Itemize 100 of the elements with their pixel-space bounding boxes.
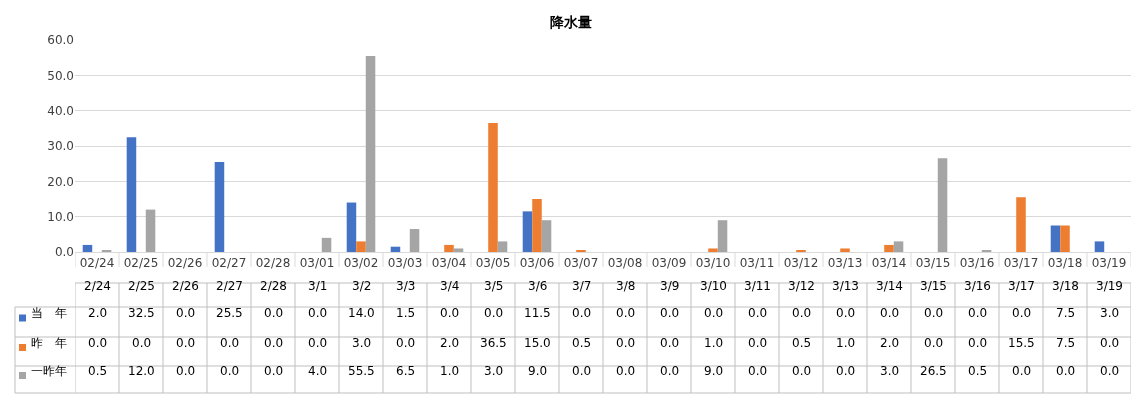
bar bbox=[453, 248, 464, 252]
text: 3/17 bbox=[1008, 279, 1035, 293]
bar bbox=[884, 244, 894, 252]
x-tick-label: 03/12 bbox=[783, 256, 819, 271]
bar bbox=[893, 241, 904, 252]
data-label: 0.0 bbox=[836, 306, 856, 320]
data-label: 0.0 bbox=[572, 306, 592, 320]
legend-label: 昨 年 bbox=[31, 336, 67, 350]
data-label: 0.5 bbox=[792, 336, 812, 350]
text: 2/26 bbox=[172, 279, 199, 293]
bar bbox=[1060, 225, 1070, 252]
bar bbox=[708, 248, 718, 252]
data-label: 0.0 bbox=[308, 336, 328, 350]
data-label: 0.5 bbox=[88, 364, 108, 378]
data-label: 1.0 bbox=[440, 364, 460, 378]
x-tick-label: 03/06 bbox=[519, 256, 555, 271]
data-label: 0.0 bbox=[748, 364, 768, 378]
data-label: 12.0 bbox=[128, 364, 155, 378]
bar bbox=[522, 211, 533, 252]
y-tick-label: 0.0 bbox=[54, 245, 74, 260]
data-label: 0.0 bbox=[132, 336, 152, 350]
data-label: 0.0 bbox=[1100, 364, 1120, 378]
data-label: 0.0 bbox=[572, 364, 592, 378]
y-tick-label: 10.0 bbox=[47, 209, 74, 224]
data-label: 0.0 bbox=[792, 306, 812, 320]
data-label: 32.5 bbox=[128, 306, 155, 320]
x-tick-label: 03/09 bbox=[651, 256, 687, 271]
data-label: 0.0 bbox=[616, 306, 636, 320]
x-tick-label: 03/14 bbox=[871, 256, 907, 271]
data-label: 4.0 bbox=[308, 364, 328, 378]
x-tick-label: 03/11 bbox=[739, 256, 775, 271]
text: 3/13 bbox=[832, 279, 859, 293]
data-label: 1.5 bbox=[396, 306, 416, 320]
legend-label: 当 年 bbox=[31, 306, 67, 320]
data-label: 0.0 bbox=[704, 306, 724, 320]
y-tick-label: 60.0 bbox=[47, 33, 74, 48]
bar bbox=[214, 161, 225, 252]
x-tick-label: 03/16 bbox=[959, 256, 995, 271]
y-tick-label: 50.0 bbox=[47, 68, 74, 83]
data-label: 14.0 bbox=[348, 306, 375, 320]
data-label: 7.5 bbox=[1056, 306, 1076, 320]
bar bbox=[145, 209, 156, 252]
data-label: 0.0 bbox=[264, 364, 284, 378]
x-tick-label: 03/10 bbox=[695, 256, 731, 271]
bar bbox=[126, 137, 137, 252]
data-label: 0.0 bbox=[88, 336, 108, 350]
x-tick-label: 02/25 bbox=[123, 256, 159, 271]
data-label: 1.0 bbox=[836, 336, 856, 350]
x-tick-label: 02/26 bbox=[167, 256, 203, 271]
data-label: 6.5 bbox=[396, 364, 416, 378]
x-tick-label: 02/27 bbox=[211, 256, 247, 271]
data-label: 0.0 bbox=[484, 306, 504, 320]
data-label: 0.0 bbox=[616, 336, 636, 350]
data-label: 0.0 bbox=[176, 336, 196, 350]
data-label: 0.0 bbox=[1012, 306, 1032, 320]
data-label: 1.0 bbox=[704, 336, 724, 350]
bar bbox=[937, 158, 948, 252]
data-label: 0.0 bbox=[264, 306, 284, 320]
text: 3/11 bbox=[744, 279, 771, 293]
x-tick-label: 03/07 bbox=[563, 256, 599, 271]
x-tick-label: 03/04 bbox=[431, 256, 467, 271]
data-label: 0.0 bbox=[616, 364, 636, 378]
bar bbox=[717, 220, 728, 252]
data-label: 0.0 bbox=[924, 336, 944, 350]
text: 3/2 bbox=[352, 279, 372, 293]
data-label: 0.0 bbox=[1100, 336, 1120, 350]
bar bbox=[346, 202, 357, 252]
data-label: 0.0 bbox=[440, 306, 460, 320]
text: 3/8 bbox=[616, 279, 636, 293]
data-label: 9.0 bbox=[704, 364, 724, 378]
legend-label: 一昨年 bbox=[31, 364, 67, 378]
text: 3/4 bbox=[440, 279, 460, 293]
chart-title: 降水量 bbox=[549, 13, 592, 30]
text: 3/10 bbox=[700, 279, 727, 293]
text: 3/16 bbox=[964, 279, 991, 293]
bar bbox=[82, 244, 93, 252]
text: 3/6 bbox=[528, 279, 548, 293]
data-label: 0.0 bbox=[748, 336, 768, 350]
x-tick-label: 03/08 bbox=[607, 256, 643, 271]
x-tick-label: 02/24 bbox=[79, 256, 115, 271]
text: 2/25 bbox=[128, 279, 155, 293]
data-label: 3.0 bbox=[352, 336, 372, 350]
bar bbox=[1094, 241, 1105, 252]
x-tick-label: 03/05 bbox=[475, 256, 511, 271]
x-tick-label: 03/02 bbox=[343, 256, 379, 271]
x-tick-label: 03/01 bbox=[299, 256, 335, 271]
data-label: 0.0 bbox=[264, 336, 284, 350]
text: 3/15 bbox=[920, 279, 947, 293]
data-label: 15.0 bbox=[524, 336, 551, 350]
bar bbox=[532, 199, 542, 252]
bar bbox=[1050, 225, 1061, 252]
data-label: 0.0 bbox=[968, 336, 988, 350]
data-label: 0.0 bbox=[792, 364, 812, 378]
data-label: 3.0 bbox=[1100, 306, 1120, 320]
text: 3/14 bbox=[876, 279, 903, 293]
data-label: 0.0 bbox=[220, 364, 240, 378]
data-label: 0.0 bbox=[396, 336, 416, 350]
data-label: 26.5 bbox=[920, 364, 947, 378]
data-label: 25.5 bbox=[216, 306, 243, 320]
data-label: 3.0 bbox=[880, 364, 900, 378]
